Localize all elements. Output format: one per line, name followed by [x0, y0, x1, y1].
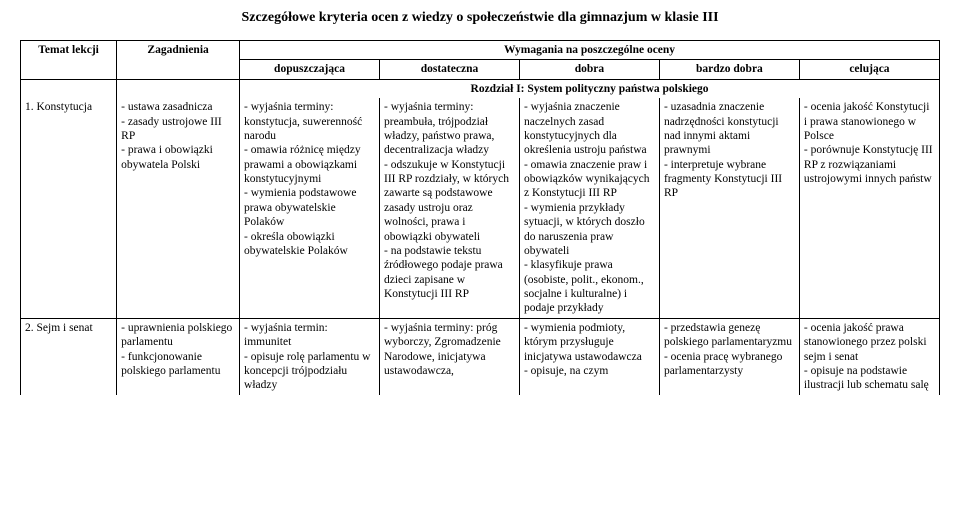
section-heading: Rozdział I: System polityczny państwa po…: [240, 79, 940, 98]
cell-dopuszczajaca: - wyjaśnia termin: immunitet- opisuje ro…: [240, 318, 380, 394]
cell-zagadnienia: - uprawnienia polskiego parlamentu- funk…: [117, 318, 240, 394]
cell-dostateczna: - wyjaśnia terminy: próg wyborczy, Zgrom…: [380, 318, 520, 394]
cell-celujaca: - ocenia jakość prawa stanowionego przez…: [799, 318, 939, 394]
header-temat: Temat lekcji: [21, 41, 117, 80]
cell-bardzo-dobra: - przedstawia genezę polskiego parlament…: [659, 318, 799, 394]
header-dopuszczajaca: dopuszczająca: [240, 60, 380, 79]
page-title: Szczegółowe kryteria ocen z wiedzy o spo…: [20, 10, 940, 26]
header-dostateczna: dostateczna: [380, 60, 520, 79]
cell-dobra: - wymienia podmioty, którym przysługuje …: [519, 318, 659, 394]
header-celujaca: celująca: [799, 60, 939, 79]
header-dobra: dobra: [519, 60, 659, 79]
table-row: 1. Konstytucja - ustawa zasadnicza- zasa…: [21, 98, 940, 318]
cell-dopuszczajaca: - wyjaśnia terminy: konstytucja, suweren…: [240, 98, 380, 318]
cell-dostateczna: - wyjaśnia terminy: preambuła, trójpodzi…: [380, 98, 520, 318]
criteria-table: Temat lekcji Zagadnienia Wymagania na po…: [20, 40, 940, 395]
cell-celujaca: - ocenia jakość Konstytucji i prawa stan…: [799, 98, 939, 318]
cell-zagadnienia: - ustawa zasadnicza- zasady ustrojowe II…: [117, 98, 240, 318]
cell-temat: 1. Konstytucja: [21, 98, 117, 318]
table-row: 2. Sejm i senat - uprawnienia polskiego …: [21, 318, 940, 394]
header-zagadnienia: Zagadnienia: [117, 41, 240, 80]
cell-bardzo-dobra: - uzasadnia znaczenie nadrzędności konst…: [659, 98, 799, 318]
header-bardzo-dobra: bardzo dobra: [659, 60, 799, 79]
cell-dobra: - wyjaśnia znaczenie naczelnych zasad ko…: [519, 98, 659, 318]
header-wymagania: Wymagania na poszczególne oceny: [240, 41, 940, 60]
cell-temat: 2. Sejm i senat: [21, 318, 117, 394]
